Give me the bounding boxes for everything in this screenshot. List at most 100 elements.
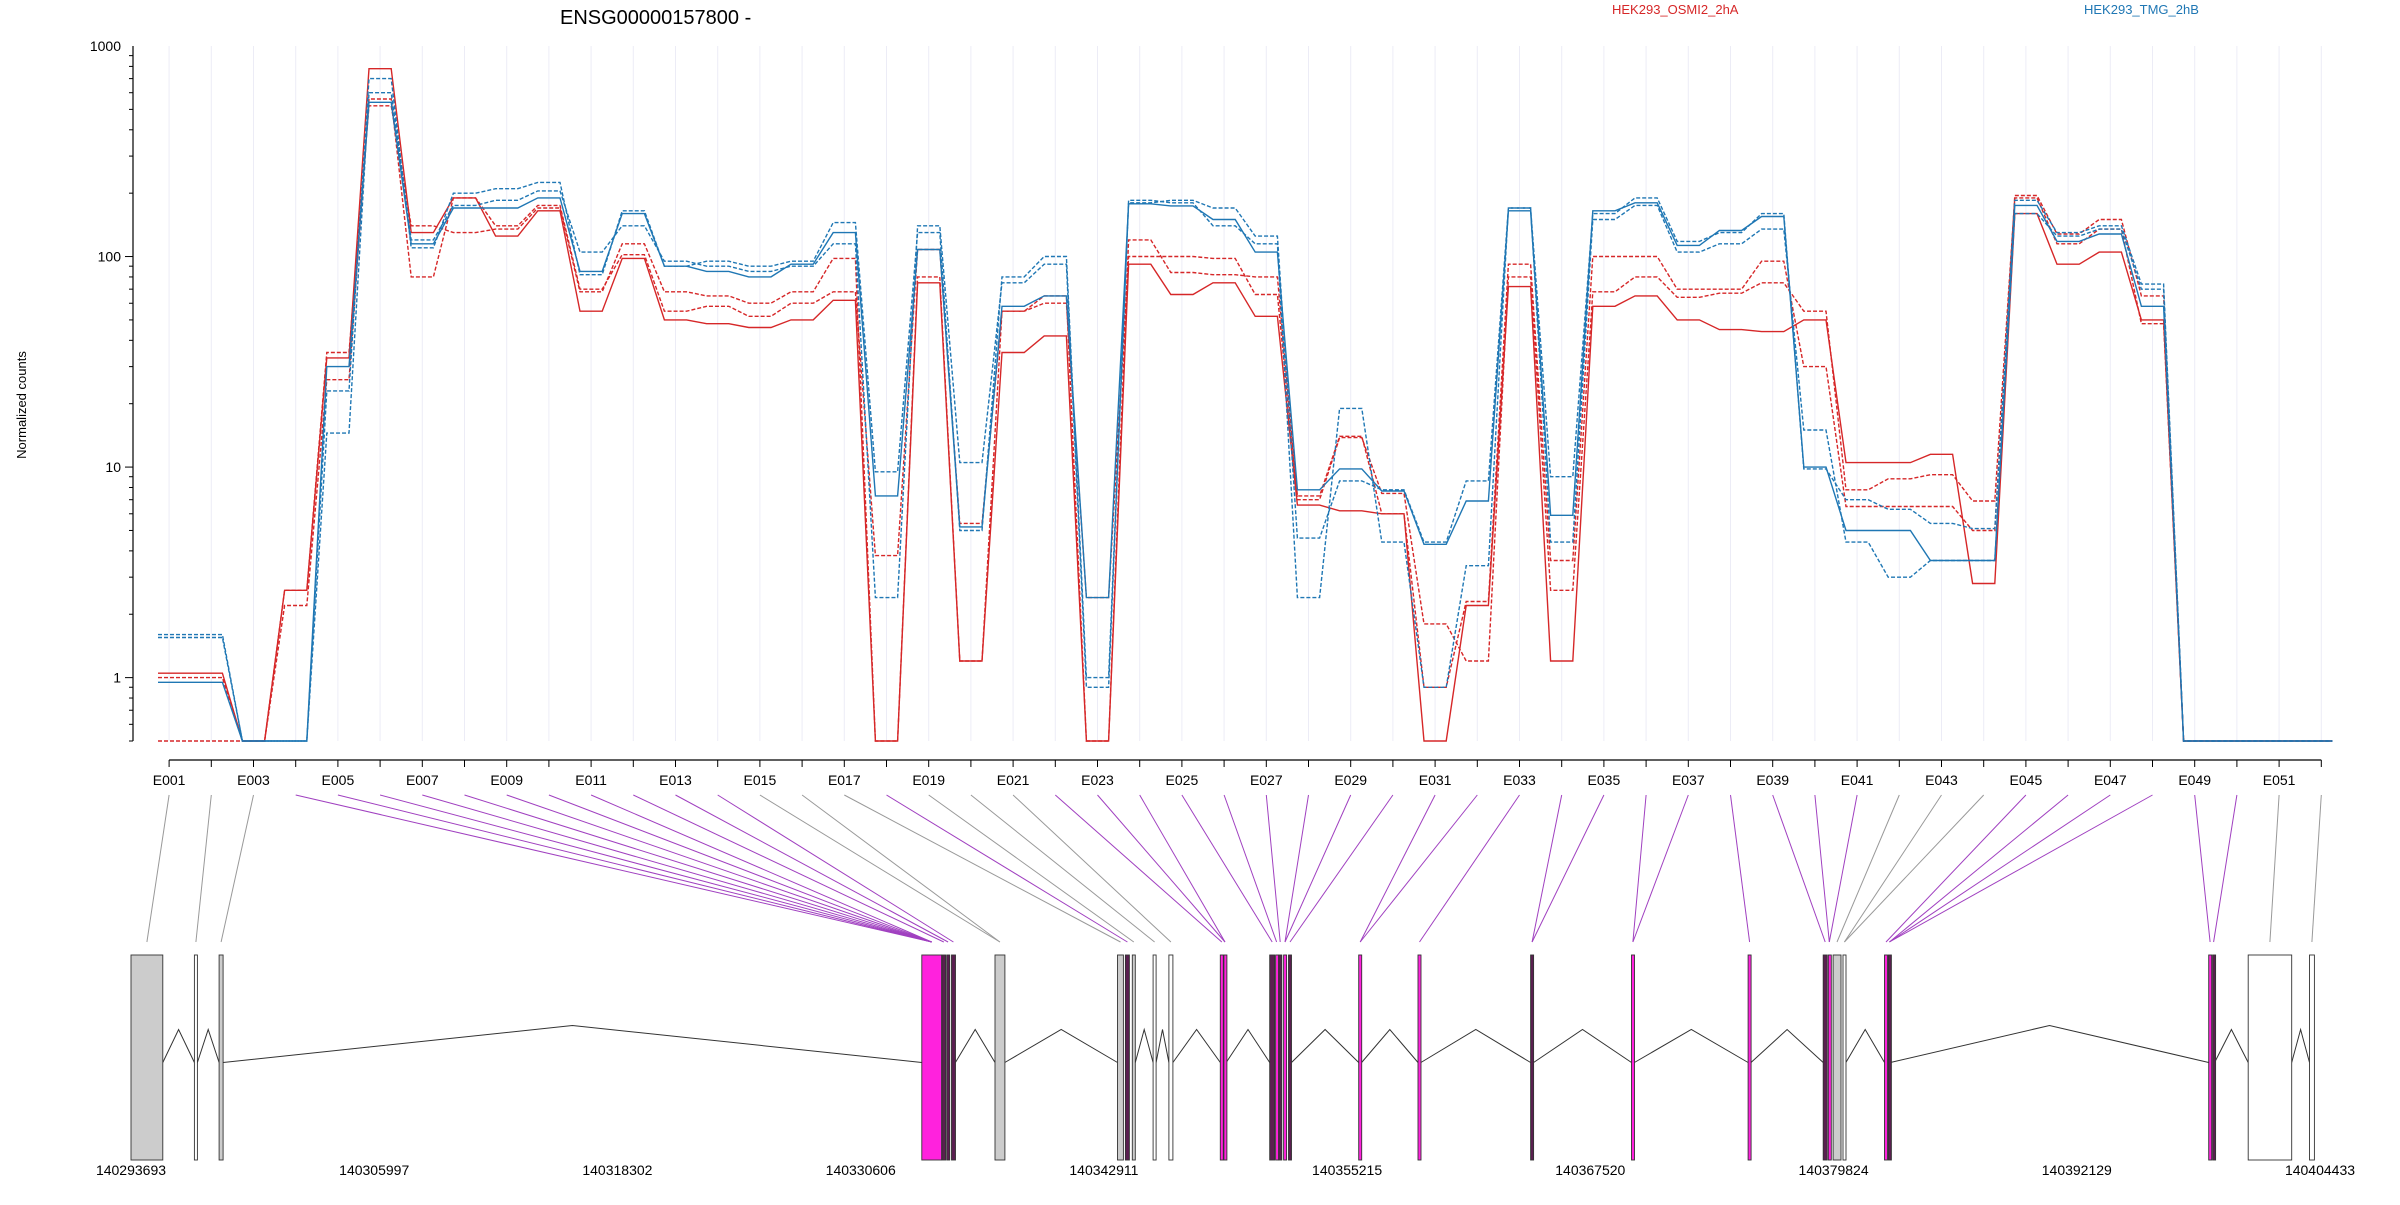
coordinate-label: 140392129 — [2042, 1162, 2112, 1178]
intron-line — [1890, 1024, 2209, 1063]
coordinate-label: 140367520 — [1555, 1162, 1625, 1178]
bin-connector — [1223, 794, 1278, 943]
exon-block — [1275, 954, 1280, 1161]
x-tick-label: E035 — [1588, 772, 1621, 788]
intron-line — [1361, 1028, 1419, 1063]
x-tick-label: E017 — [828, 772, 861, 788]
bin-connector — [1885, 794, 2027, 943]
exon-block — [921, 954, 943, 1161]
series-lines — [158, 68, 2333, 742]
exon-block — [2247, 954, 2293, 1161]
bin-connector — [801, 794, 1001, 943]
intron-line — [223, 1024, 922, 1063]
bin-connector — [2311, 794, 2322, 943]
exon-block — [946, 954, 951, 1161]
exon-block — [1288, 954, 1292, 1161]
x-tick-label: E045 — [2010, 772, 2043, 788]
series-line — [158, 98, 2333, 742]
exon-block — [951, 954, 956, 1161]
exon-block — [1827, 954, 1832, 1161]
exon-block — [941, 954, 947, 1161]
bin-connector — [1889, 794, 2153, 943]
x-tick-label: E005 — [322, 772, 355, 788]
bin-connector — [548, 794, 932, 943]
exon-block — [1278, 954, 1283, 1161]
exon-block — [1223, 954, 1228, 1161]
bin-connector — [2213, 794, 2238, 943]
exon-block — [1269, 954, 1276, 1161]
legend-entry-tmg: HEK293_TMG_2hB — [2084, 2, 2199, 17]
exon-block — [1884, 954, 1888, 1161]
bin-connector — [146, 794, 170, 943]
x-tick-label: E031 — [1419, 772, 1452, 788]
exon-block — [1358, 954, 1363, 1161]
bin-connector — [886, 794, 1128, 943]
exon-block — [2208, 954, 2213, 1161]
exon-block — [1124, 954, 1130, 1161]
coordinate-label: 140342911 — [1069, 1162, 1138, 1178]
bin-connector — [1836, 794, 1900, 943]
legend-entry-osmi2: HEK293_OSMI2_2hA — [1612, 2, 1739, 17]
y-tick-label: 1 — [113, 670, 121, 686]
bin-connector — [1843, 794, 1942, 943]
y-tick-label: 10 — [105, 459, 121, 475]
bin-connector — [464, 794, 932, 943]
intron-line — [1750, 1028, 1824, 1063]
chart-title: ENSG00000157800 - — [560, 7, 751, 29]
x-tick-label: E019 — [912, 772, 945, 788]
x-tick-label: E051 — [2263, 772, 2296, 788]
exon-block — [218, 954, 224, 1161]
series-line — [158, 77, 2333, 742]
exon-block — [1822, 954, 1828, 1161]
bin-connector — [506, 794, 932, 943]
bin-connector — [1531, 794, 1605, 943]
exon-block — [1887, 954, 1892, 1161]
y-tick-label: 1000 — [90, 38, 121, 54]
intron-line — [2214, 1028, 2249, 1063]
x-tick-label: E027 — [1250, 772, 1283, 788]
intron-line — [1291, 1028, 1360, 1063]
x-axis: E001 E003 E005 E007 E009 E011 E013 E015 E017 E019… — [153, 759, 2322, 788]
y-axis-label: Normalized counts — [14, 351, 29, 459]
intron-line — [1134, 1027, 1154, 1063]
series-line — [158, 92, 2333, 742]
x-tick-label: E011 — [575, 772, 607, 788]
coordinate-label: 140330606 — [826, 1162, 896, 1178]
bin-connector — [220, 794, 254, 943]
bin-connector — [1097, 794, 1226, 943]
bin-connector — [590, 794, 932, 943]
bin-connector — [2194, 794, 2211, 943]
intron-line — [1155, 1029, 1170, 1063]
bin-connector — [1889, 794, 2111, 943]
bin-connector — [2269, 794, 2280, 943]
intron-line — [162, 1028, 195, 1063]
series-line — [158, 68, 2333, 742]
bin-connector — [759, 794, 1001, 943]
x-tick-label: E013 — [659, 772, 692, 788]
bin-connector — [1889, 794, 2069, 943]
bin-connector — [195, 794, 212, 943]
x-tick-label: E023 — [1081, 772, 1114, 788]
exon-block — [1168, 954, 1174, 1161]
exon-block — [2212, 954, 2217, 1161]
y-axis: 1 10 100 1000 — [90, 38, 134, 742]
coordinate-label: 140318302 — [582, 1162, 652, 1178]
exon-block — [130, 954, 164, 1161]
coordinate-label: 140293693 — [96, 1162, 166, 1178]
bin-connector — [1730, 794, 1751, 943]
exon-block — [193, 954, 198, 1161]
coordinate-label: 140379824 — [1799, 1162, 1869, 1178]
bin-connector — [928, 794, 1135, 943]
exon-block — [1219, 954, 1224, 1161]
exon-block — [1530, 954, 1535, 1161]
exon-block — [1631, 954, 1635, 1161]
x-tick-label: E021 — [997, 772, 1030, 788]
bin-connector — [1054, 794, 1223, 943]
x-tick-label: E009 — [490, 772, 523, 788]
bin-connector — [1139, 794, 1226, 943]
exon-block — [994, 954, 1006, 1161]
bin-connector — [717, 794, 954, 943]
intron-line — [1845, 1028, 1885, 1063]
